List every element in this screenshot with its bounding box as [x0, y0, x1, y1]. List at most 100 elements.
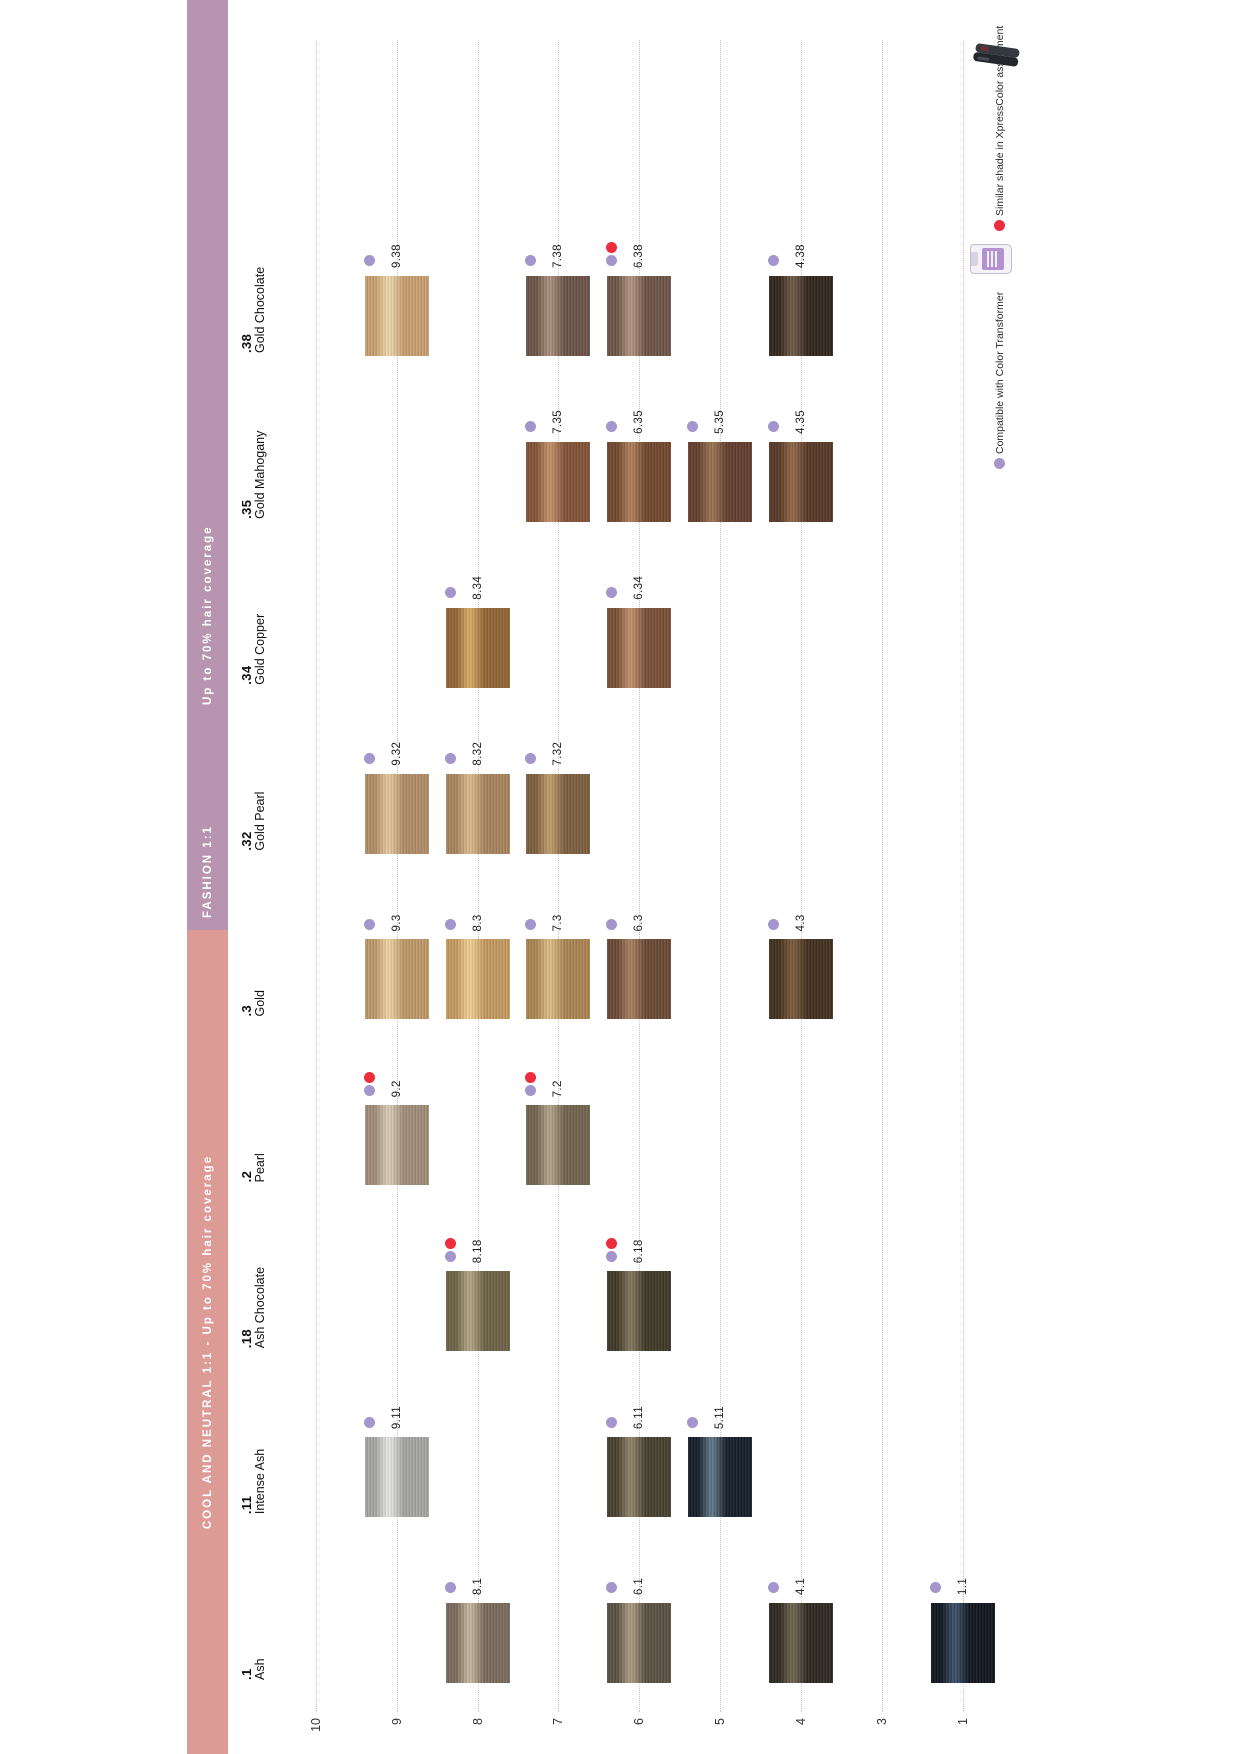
- xpresscolor-dot: [606, 242, 618, 254]
- family-name: Gold: [253, 990, 267, 1017]
- shade-label: 4.1: [794, 1577, 807, 1595]
- color-transformer-dot: [444, 1582, 456, 1594]
- color-transformer-dot: [994, 458, 1005, 469]
- swatch-8.32: [445, 773, 510, 854]
- fashion-section-label: FASHION 1:1: [201, 825, 214, 918]
- swatch-4.1: [768, 1603, 833, 1683]
- swatch-6.18: [607, 1271, 672, 1352]
- shade-label: 4.3: [794, 914, 807, 932]
- color-transformer-dot: [363, 919, 375, 930]
- color-transformer-dot: [525, 919, 537, 930]
- shade-label: 8.34: [471, 575, 484, 600]
- swatch-9.11: [364, 1437, 429, 1518]
- family-name: Gold Chocolate: [253, 266, 267, 353]
- shade-label: 8.18: [471, 1239, 484, 1264]
- cool-neutral-section-label: COOL AND NEUTRAL 1:1 - Up to 70% hair co…: [201, 1154, 214, 1530]
- family-header: .11 Intense Ash: [239, 1449, 268, 1515]
- shade-label: 5.35: [714, 409, 727, 434]
- family-header: .1 Ash: [239, 1658, 268, 1680]
- xpresscolor-dot: [363, 1071, 375, 1083]
- level-gridline: [316, 40, 317, 1712]
- legend-color-transformer-label: Compatible with Color Transformer: [994, 291, 1006, 454]
- shade-label: 9.32: [390, 741, 403, 766]
- color-transformer-dot: [444, 1250, 456, 1262]
- color-transformer-dot: [363, 1084, 375, 1096]
- level-label: 6: [632, 1718, 647, 1725]
- shade-label: 6.38: [633, 244, 646, 268]
- shade-label: 9.38: [390, 244, 403, 268]
- color-transformer-dot: [525, 255, 537, 267]
- fashion-coverage-label: Up to 70% hair coverage: [201, 525, 214, 705]
- family-header: .38 Gold Chocolate: [239, 266, 268, 353]
- color-transformer-dot: [687, 1416, 699, 1428]
- shade-label: 6.34: [633, 575, 646, 600]
- swatch-8.3: [445, 939, 510, 1020]
- shade-label: 8.1: [471, 1577, 484, 1595]
- swatch-5.35: [688, 441, 753, 522]
- shade-label: 7.35: [552, 409, 565, 434]
- xpresscolor-dot: [606, 1237, 618, 1249]
- xpresscolor-dot: [994, 220, 1005, 231]
- family-header: .32 Gold Pearl: [239, 792, 268, 851]
- shade-label: 7.38: [552, 244, 565, 268]
- swatch-7.32: [526, 773, 591, 854]
- swatch-8.1: [445, 1603, 510, 1683]
- level-gridline: [962, 40, 964, 1712]
- color-transformer-dot: [767, 1582, 779, 1594]
- shade-label: 1.1: [956, 1577, 969, 1595]
- color-transformer-dot: [606, 919, 618, 930]
- shade-label: 6.3: [633, 914, 646, 932]
- family-header: .35 Gold Mahogany: [239, 430, 268, 519]
- family-code: .34: [239, 665, 254, 685]
- color-transformer-dot: [767, 421, 779, 433]
- swatch-9.38: [364, 276, 429, 356]
- swatch-4.38: [768, 276, 833, 356]
- swatch-6.11: [607, 1437, 672, 1518]
- shade-label: 6.11: [633, 1405, 646, 1430]
- swatch-8.18: [445, 1271, 510, 1352]
- swatch-6.38: [607, 276, 672, 356]
- family-code: .18: [239, 1328, 254, 1349]
- shade-label: 6.35: [633, 409, 646, 434]
- color-transformer-dot: [606, 421, 618, 433]
- level-label: 7: [551, 1718, 566, 1725]
- color-transformer-dot: [767, 919, 779, 930]
- family-name: Gold Mahogany: [253, 430, 267, 519]
- swatch-7.2: [526, 1105, 591, 1186]
- family-code: .1: [239, 1668, 254, 1680]
- color-transformer-dot: [606, 1582, 618, 1594]
- family-code: .3: [239, 1004, 254, 1017]
- swatch-4.3: [768, 939, 833, 1020]
- shade-label: 5.11: [714, 1405, 727, 1430]
- shade-label: 8.3: [471, 914, 484, 932]
- color-transformer-dot: [525, 421, 537, 433]
- swatch-8.34: [445, 607, 510, 688]
- family-code: .11: [239, 1495, 254, 1515]
- family-code: .2: [239, 1170, 254, 1183]
- color-transformer-dot: [444, 587, 456, 599]
- section-bar-fashion: FASHION 1:1 Up to 70% hair coverage: [187, 0, 228, 930]
- level-label: 9: [389, 1718, 404, 1725]
- family-name: Gold Copper: [253, 613, 267, 685]
- swatch-9.2: [364, 1105, 429, 1186]
- family-header: .2 Pearl: [239, 1153, 268, 1183]
- flat-iron-icon: [973, 43, 1020, 67]
- shade-label: 6.1: [633, 1577, 646, 1595]
- color-transformer-dot: [767, 255, 779, 267]
- color-transformer-dot: [525, 1084, 537, 1096]
- family-name: Ash Chocolate: [253, 1266, 267, 1349]
- color-transformer-dot: [606, 1250, 618, 1262]
- level-label: 5: [713, 1718, 728, 1725]
- shade-label: 8.32: [471, 741, 484, 766]
- shade-label: 4.35: [794, 409, 807, 434]
- swatch-6.3: [607, 939, 672, 1020]
- level-label: 10: [309, 1718, 323, 1732]
- swatch-4.35: [768, 441, 833, 522]
- shade-label: 6.18: [633, 1239, 646, 1264]
- color-transformer-dot: [606, 1416, 618, 1428]
- family-name: Ash: [253, 1658, 267, 1680]
- family-header: .34 Gold Copper: [239, 613, 268, 685]
- family-code: .32: [239, 831, 254, 851]
- swatch-7.38: [526, 276, 591, 356]
